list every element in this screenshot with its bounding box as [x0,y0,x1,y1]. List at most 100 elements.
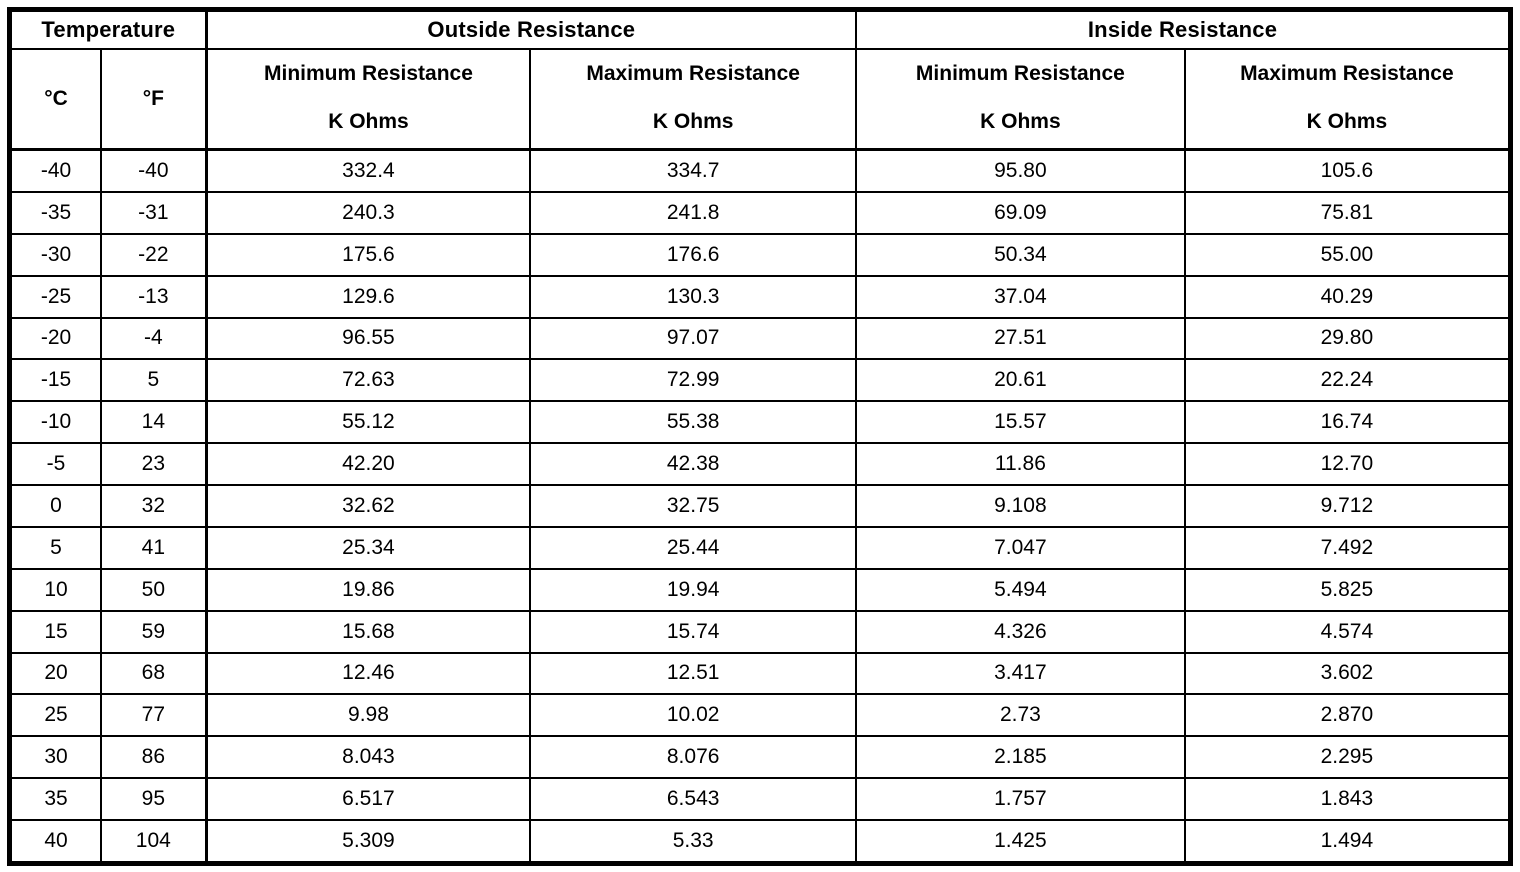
cell-c: 5 [8,525,103,570]
inside-minimum-label: Minimum Resistance [915,62,1125,85]
cell-in_min: 1.425 [855,819,1186,865]
subheader-row: °C °F Minimum Resistance K Ohms Maximum … [8,48,1512,151]
cell-f: 104 [100,819,208,865]
table-row: -25 -13 129.6 130.3 37.04 40.29 [8,274,1512,319]
cell-out_max: 130.3 [529,274,858,319]
cell-f: 86 [100,735,208,780]
cell-in_max: 1.494 [1183,819,1512,865]
inside-minimum-unit: K Ohms [980,110,1061,133]
cell-out_max: 25.44 [529,525,858,570]
cell-f: 68 [100,651,208,696]
inside-maximum-unit: K Ohms [1306,110,1388,133]
cell-in_min: 11.86 [855,442,1186,486]
table-row: -30 -22 175.6 176.6 50.34 55.00 [8,232,1512,277]
cell-out_min: 129.6 [204,274,532,319]
header-group-row: Temperature Outside Resistance Inside Re… [8,8,1512,50]
cell-in_max: 105.6 [1183,148,1512,193]
cell-out_min: 55.12 [204,400,532,445]
cell-c: -20 [8,316,103,361]
cell-in_max: 1.843 [1183,777,1512,821]
cell-out_max: 97.07 [529,316,858,361]
cell-c: 40 [8,819,103,865]
cell-out_max: 32.75 [529,484,858,528]
column-header-inside-maximum: Maximum Resistance K Ohms [1183,48,1512,151]
cell-in_min: 2.185 [855,735,1186,780]
cell-in_min: 5.494 [855,567,1186,612]
resistance-table: Temperature Outside Resistance Inside Re… [7,7,1513,866]
cell-in_max: 22.24 [1183,358,1512,403]
cell-c: 10 [8,567,103,612]
table-row: -5 23 42.20 42.38 11.86 12.70 [8,442,1512,486]
column-header-outside-maximum: Maximum Resistance K Ohms [529,48,858,151]
cell-c: 20 [8,651,103,696]
cell-f: 41 [100,525,208,570]
cell-out_max: 10.02 [529,693,858,738]
table-row: 25 77 9.98 10.02 2.73 2.870 [8,693,1512,738]
table-row: 40 104 5.309 5.33 1.425 1.494 [8,819,1512,865]
cell-c: -15 [8,358,103,403]
table-row: 5 41 25.34 25.44 7.047 7.492 [8,525,1512,570]
cell-c: 25 [8,693,103,738]
cell-out_min: 6.517 [204,777,532,821]
cell-in_min: 37.04 [855,274,1186,319]
cell-c: -35 [8,190,103,235]
cell-out_max: 5.33 [529,819,858,865]
cell-in_min: 2.73 [855,693,1186,738]
cell-f: 77 [100,693,208,738]
cell-f: 32 [100,484,208,528]
cell-in_min: 3.417 [855,651,1186,696]
cell-in_min: 1.757 [855,777,1186,821]
cell-out_max: 6.543 [529,777,858,821]
cell-out_min: 332.4 [204,148,532,193]
cell-in_max: 9.712 [1183,484,1512,528]
cell-f: 59 [100,609,208,654]
cell-out_min: 19.86 [204,567,532,612]
cell-in_min: 27.51 [855,316,1186,361]
cell-in_max: 7.492 [1183,525,1512,570]
cell-c: -5 [8,442,103,486]
cell-in_max: 5.825 [1183,567,1512,612]
cell-in_max: 16.74 [1183,400,1512,445]
cell-in_min: 50.34 [855,232,1186,277]
cell-f: -22 [100,232,208,277]
table-row: -10 14 55.12 55.38 15.57 16.74 [8,400,1512,445]
cell-f: 95 [100,777,208,821]
table-row: 10 50 19.86 19.94 5.494 5.825 [8,567,1512,612]
cell-out_max: 176.6 [529,232,858,277]
column-header-celsius: °C [8,48,103,151]
cell-in_max: 2.295 [1183,735,1512,780]
cell-in_max: 4.574 [1183,609,1512,654]
cell-out_max: 55.38 [529,400,858,445]
table-row: 35 95 6.517 6.543 1.757 1.843 [8,777,1512,821]
cell-c: 35 [8,777,103,821]
cell-in_min: 15.57 [855,400,1186,445]
cell-c: -25 [8,274,103,319]
cell-out_min: 42.20 [204,442,532,486]
outside-minimum-label: Minimum Resistance [264,62,473,85]
table-row: 0 32 32.62 32.75 9.108 9.712 [8,484,1512,528]
column-header-fahrenheit: °F [100,48,208,151]
outside-maximum-unit: K Ohms [652,110,734,133]
table-row: 30 86 8.043 8.076 2.185 2.295 [8,735,1512,780]
cell-in_min: 7.047 [855,525,1186,570]
cell-f: 50 [100,567,208,612]
table-row: -40 -40 332.4 334.7 95.80 105.6 [8,148,1512,193]
cell-in_max: 12.70 [1183,442,1512,486]
cell-in_max: 55.00 [1183,232,1512,277]
group-header-outside-resistance: Outside Resistance [204,8,858,50]
cell-in_min: 95.80 [855,148,1186,193]
table-row: -15 5 72.63 72.99 20.61 22.24 [8,358,1512,403]
cell-out_max: 8.076 [529,735,858,780]
cell-in_min: 20.61 [855,358,1186,403]
table-row: -20 -4 96.55 97.07 27.51 29.80 [8,316,1512,361]
cell-out_min: 175.6 [204,232,532,277]
cell-c: -40 [8,148,103,193]
cell-out_min: 12.46 [204,651,532,696]
cell-f: -31 [100,190,208,235]
cell-c: -10 [8,400,103,445]
cell-out_min: 15.68 [204,609,532,654]
cell-in_max: 29.80 [1183,316,1512,361]
cell-f: 5 [100,358,208,403]
cell-out_min: 240.3 [204,190,532,235]
